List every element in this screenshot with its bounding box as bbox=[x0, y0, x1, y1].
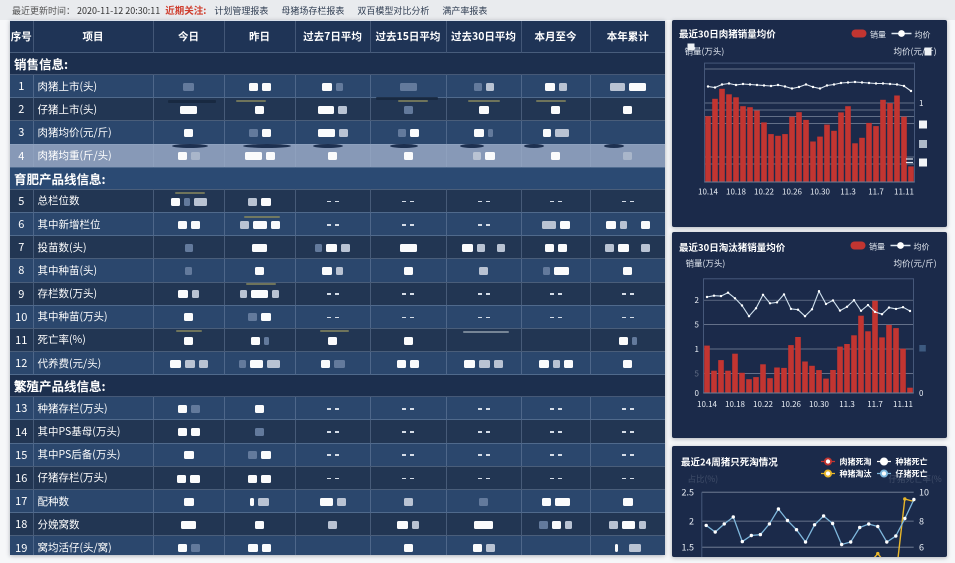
svg-text:11.11: 11.11 bbox=[893, 399, 913, 410]
svg-text:10.18: 10.18 bbox=[726, 187, 747, 198]
svg-text:2.5: 2.5 bbox=[682, 486, 695, 499]
svg-text:肉猪死淘: 肉猪死淘 bbox=[840, 457, 872, 468]
svg-text:占比(%): 占比(%) bbox=[688, 473, 719, 485]
svg-text:10.18: 10.18 bbox=[725, 399, 746, 410]
svg-text:2: 2 bbox=[695, 295, 700, 306]
svg-text:1: 1 bbox=[919, 98, 923, 109]
svg-text:0: 0 bbox=[695, 388, 700, 399]
svg-text:11.7: 11.7 bbox=[868, 187, 884, 198]
svg-text:11.3: 11.3 bbox=[840, 187, 856, 198]
svg-text:销量: 销量 bbox=[869, 242, 885, 253]
svg-text:仔猪死亡率(%: 仔猪死亡率(% bbox=[889, 473, 942, 485]
svg-text:10.14: 10.14 bbox=[697, 399, 718, 410]
svg-text:均价: 均价 bbox=[914, 242, 930, 253]
svg-text:2: 2 bbox=[689, 515, 694, 528]
svg-text:1.5: 1.5 bbox=[682, 541, 695, 554]
svg-text:0: 0 bbox=[919, 388, 924, 399]
svg-text:仔猪死亡: 仔猪死亡 bbox=[896, 469, 928, 480]
svg-text:10.26: 10.26 bbox=[782, 187, 803, 198]
svg-text:10: 10 bbox=[919, 486, 929, 499]
svg-text:最近30日淘汰猪销量均价: 最近30日淘汰猪销量均价 bbox=[679, 240, 786, 254]
svg-text:6: 6 bbox=[919, 541, 924, 554]
svg-text:10.22: 10.22 bbox=[753, 399, 774, 410]
svg-text:5: 5 bbox=[695, 320, 699, 331]
svg-text:10.30: 10.30 bbox=[809, 399, 830, 410]
svg-text:5: 5 bbox=[695, 369, 699, 380]
svg-text:10.14: 10.14 bbox=[698, 187, 719, 198]
svg-text:11.7: 11.7 bbox=[867, 399, 883, 410]
svg-text:种猪死亡: 种猪死亡 bbox=[896, 457, 928, 468]
svg-text:10.30: 10.30 bbox=[810, 187, 831, 198]
svg-text:10.22: 10.22 bbox=[754, 187, 775, 198]
svg-text:最近30日肉猪销量均价: 最近30日肉猪销量均价 bbox=[679, 27, 776, 41]
svg-text:10.26: 10.26 bbox=[781, 399, 802, 410]
svg-text:种猪淘汰: 种猪淘汰 bbox=[840, 469, 872, 480]
svg-text:均价(元/斤): 均价(元/斤) bbox=[894, 258, 937, 270]
svg-text:11.3: 11.3 bbox=[839, 399, 855, 410]
svg-text:销量(万头): 销量(万头) bbox=[686, 258, 726, 270]
svg-text:8: 8 bbox=[919, 515, 924, 528]
svg-text:销量: 销量 bbox=[870, 30, 886, 41]
svg-text:均价: 均价 bbox=[915, 30, 931, 41]
svg-text:1: 1 bbox=[695, 344, 699, 355]
svg-text:11.11: 11.11 bbox=[894, 187, 914, 198]
svg-text:最近24周猪只死淘情况: 最近24周猪只死淘情况 bbox=[681, 455, 778, 469]
